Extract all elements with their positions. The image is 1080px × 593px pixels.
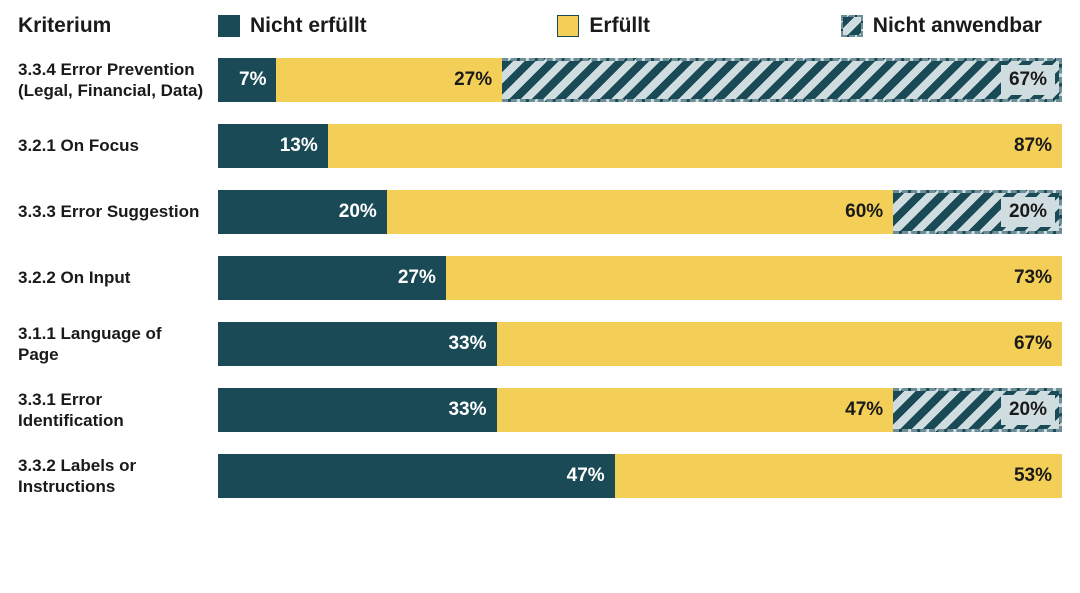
bar-segment-fulfilled: 27% bbox=[276, 58, 502, 102]
chart-header: Kriterium Nicht erfüllt Erfüllt Nicht anwe… bbox=[18, 14, 1062, 38]
stacked-bar: 33% 47% 20% bbox=[218, 388, 1062, 432]
segment-value: 60% bbox=[835, 201, 893, 223]
chart-row: 3.3.4 Error Prevention (Legal, Financial… bbox=[18, 58, 1062, 102]
row-label: 3.3.3 Error Suggestion bbox=[18, 201, 218, 222]
chart-row: 3.3.2 Labels or Instructions 47% 53% bbox=[18, 454, 1062, 498]
bar-segment-fulfilled: 67% bbox=[497, 322, 1062, 366]
legend-label: Nicht anwendbar bbox=[873, 14, 1042, 38]
segment-value: 20% bbox=[1001, 197, 1055, 227]
bar-segment-not_fulfilled: 27% bbox=[218, 256, 446, 300]
segment-value: 53% bbox=[1004, 465, 1062, 487]
chart-row: 3.2.1 On Focus 13% 87% bbox=[18, 124, 1062, 168]
bar-segment-fulfilled: 60% bbox=[387, 190, 893, 234]
segment-value: 27% bbox=[444, 69, 502, 91]
bar-segment-na: 20% bbox=[893, 388, 1062, 432]
legend-swatch-na bbox=[841, 15, 863, 37]
bar-segment-fulfilled: 47% bbox=[497, 388, 894, 432]
segment-value: 7% bbox=[229, 69, 276, 91]
row-label: 3.3.4 Error Prevention (Legal, Financial… bbox=[18, 59, 218, 102]
chart-row: 3.3.1 Error Identification 33% 47% 20% bbox=[18, 388, 1062, 432]
chart-row: 3.2.2 On Input 27% 73% bbox=[18, 256, 1062, 300]
chart-row: 3.3.3 Error Suggestion 20% 60% 20% bbox=[18, 190, 1062, 234]
legend-swatch-not_fulfilled bbox=[218, 15, 240, 37]
bar-segment-na: 20% bbox=[893, 190, 1062, 234]
legend-label: Erfüllt bbox=[589, 14, 650, 38]
segment-value: 13% bbox=[270, 135, 328, 157]
row-label: 3.3.2 Labels or Instructions bbox=[18, 455, 218, 498]
legend: Nicht erfüllt Erfüllt Nicht anwendbar bbox=[218, 14, 1062, 38]
segment-value: 67% bbox=[1001, 65, 1055, 95]
bar-segment-not_fulfilled: 33% bbox=[218, 388, 497, 432]
row-label: 3.1.1 Language of Page bbox=[18, 323, 218, 366]
stacked-bar: 47% 53% bbox=[218, 454, 1062, 498]
bar-segment-fulfilled: 53% bbox=[615, 454, 1062, 498]
bar-segment-not_fulfilled: 33% bbox=[218, 322, 497, 366]
bar-segment-not_fulfilled: 47% bbox=[218, 454, 615, 498]
legend-swatch-fulfilled bbox=[557, 15, 579, 37]
segment-value: 27% bbox=[388, 267, 446, 289]
row-label: 3.2.2 On Input bbox=[18, 267, 218, 288]
chart-rows: 3.3.4 Error Prevention (Legal, Financial… bbox=[18, 58, 1062, 498]
stacked-bar: 20% 60% 20% bbox=[218, 190, 1062, 234]
row-label: 3.3.1 Error Identification bbox=[18, 389, 218, 432]
segment-value: 67% bbox=[1004, 333, 1062, 355]
stacked-bar: 7% 27% 67% bbox=[218, 58, 1062, 102]
bar-segment-fulfilled: 73% bbox=[446, 256, 1062, 300]
row-label: 3.2.1 On Focus bbox=[18, 135, 218, 156]
segment-value: 20% bbox=[1001, 395, 1055, 425]
stacked-bar: 13% 87% bbox=[218, 124, 1062, 168]
segment-value: 87% bbox=[1004, 135, 1062, 157]
segment-value: 47% bbox=[557, 465, 615, 487]
bar-segment-not_fulfilled: 7% bbox=[218, 58, 276, 102]
legend-item-fulfilled: Erfüllt bbox=[557, 14, 650, 38]
stacked-bar: 33% 67% bbox=[218, 322, 1062, 366]
chart-row: 3.1.1 Language of Page 33% 67% bbox=[18, 322, 1062, 366]
stacked-bar-chart: Kriterium Nicht erfüllt Erfüllt Nicht anwe… bbox=[0, 0, 1080, 593]
legend-item-na: Nicht anwendbar bbox=[841, 14, 1042, 38]
bar-segment-fulfilled: 87% bbox=[328, 124, 1062, 168]
segment-value: 33% bbox=[438, 333, 496, 355]
axis-title: Kriterium bbox=[18, 14, 218, 38]
bar-segment-not_fulfilled: 20% bbox=[218, 190, 387, 234]
bar-segment-na: 67% bbox=[502, 58, 1062, 102]
segment-value: 47% bbox=[835, 399, 893, 421]
legend-label: Nicht erfüllt bbox=[250, 14, 367, 38]
legend-item-not_fulfilled: Nicht erfüllt bbox=[218, 14, 367, 38]
segment-value: 73% bbox=[1004, 267, 1062, 289]
segment-value: 20% bbox=[329, 201, 387, 223]
stacked-bar: 27% 73% bbox=[218, 256, 1062, 300]
bar-segment-not_fulfilled: 13% bbox=[218, 124, 328, 168]
segment-value: 33% bbox=[438, 399, 496, 421]
